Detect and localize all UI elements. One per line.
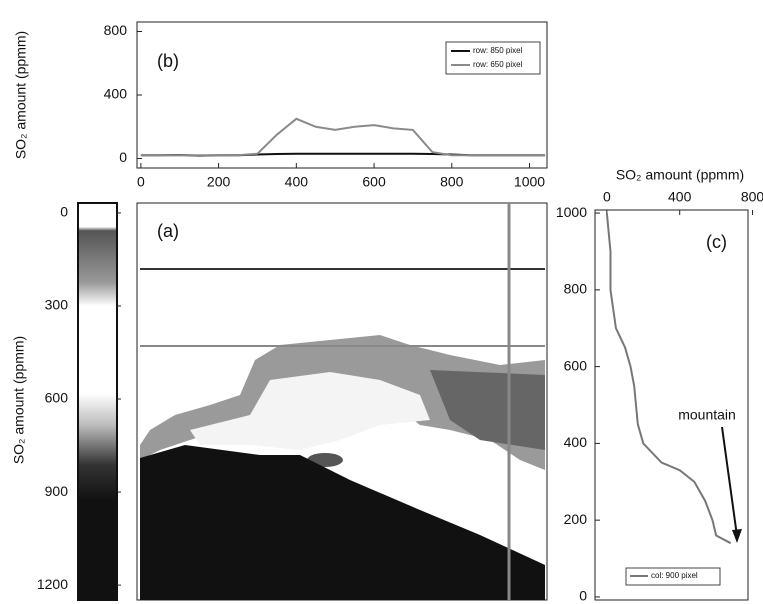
colorbar-label: SO₂ amount (ppmm) [11,336,27,464]
x-tick-label: 0 [137,174,145,190]
legend-box [625,567,721,586]
panel-label: (b) [157,51,179,71]
legend-label: row: 850 pixel [473,46,523,55]
y-tick-label: 600 [564,357,588,373]
arrow [721,426,738,537]
annotation: mountain [678,407,736,423]
colorbar-tick-label: 300 [45,297,69,313]
x-tick-label: 800 [741,189,763,205]
x-tick-label: 1000 [514,174,545,190]
y-tick-label: 400 [104,86,128,102]
y-tick-label: 200 [564,511,588,527]
series-line [605,212,732,545]
panel-label: (c) [706,232,727,252]
arrow-head [732,529,742,543]
legend-label: row: 650 pixel [473,60,523,69]
colorbar-tick-label: 0 [60,204,68,220]
x-tick-label: 800 [440,174,464,190]
panel-label: (a) [157,221,179,241]
x-axis-label: SO₂ amount (ppmm) [616,167,744,183]
x-tick-label: 400 [285,174,309,190]
colorbar-tick-label: 600 [45,390,69,406]
x-tick-label: 200 [207,174,231,190]
legend-label: col: 900 pixel [651,571,698,580]
series-line [140,117,546,157]
image-panel [77,202,548,601]
x-tick-label: 400 [668,189,692,205]
y-tick-label: 800 [104,22,128,38]
plot-frame [594,209,749,601]
y-axis-label: SO₂ amount (ppmm) [13,31,29,159]
legend-box [445,41,541,75]
colorbar-tick-label: 900 [45,483,69,499]
x-tick-label: 0 [603,189,611,205]
y-tick-label: 400 [564,434,588,450]
y-tick-label: 0 [119,149,127,165]
y-tick-label: 1000 [556,204,587,220]
colorbar-tick-label: 1200 [37,576,68,592]
y-tick-label: 800 [564,281,588,297]
x-tick-label: 600 [362,174,386,190]
y-tick-label: 0 [579,588,587,604]
